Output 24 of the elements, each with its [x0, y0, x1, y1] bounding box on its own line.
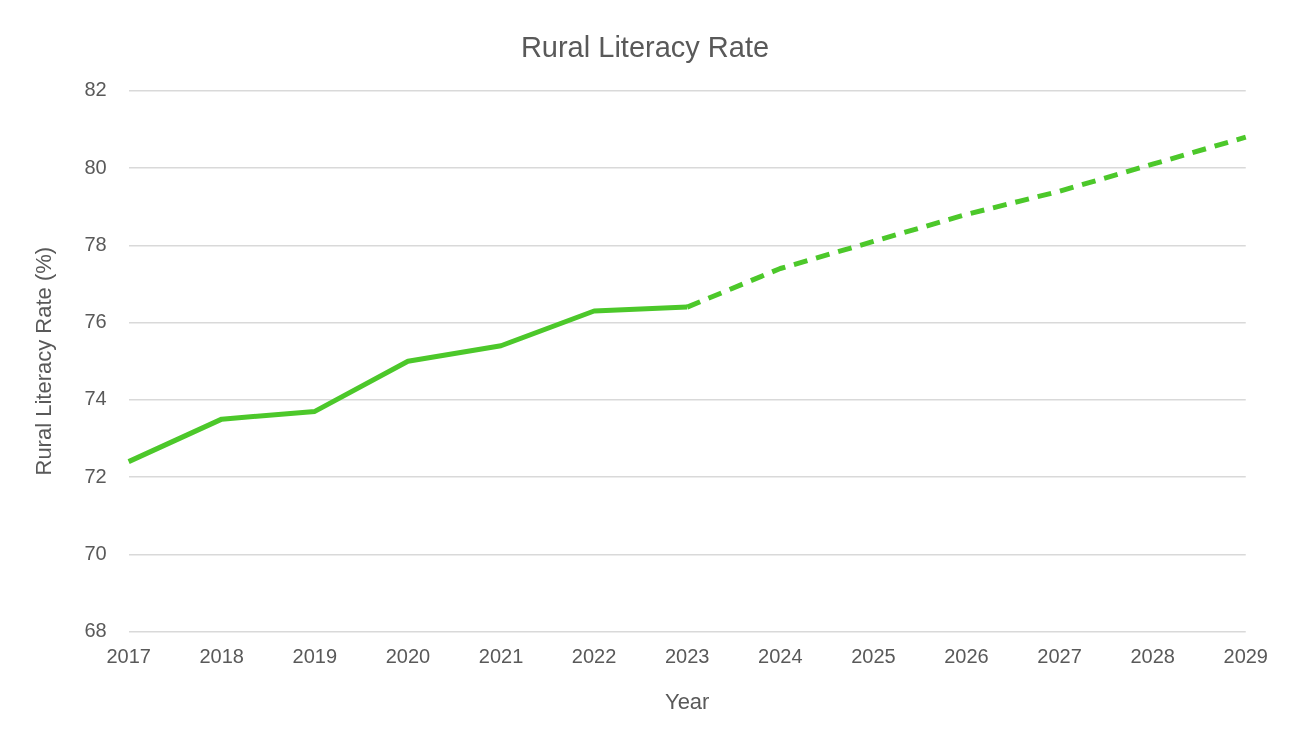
x-tick-label: 2022: [571, 645, 617, 668]
x-tick-label: 2029: [1223, 645, 1268, 668]
y-tick-label: 72: [84, 464, 107, 487]
y-tick-label: 78: [84, 232, 107, 255]
x-tick-label: 2017: [106, 645, 151, 668]
x-tick-label: 2018: [199, 645, 244, 668]
y-tick-label: 80: [84, 155, 107, 178]
y-tick-label: 76: [84, 310, 107, 333]
x-tick-label: 2020: [385, 645, 431, 668]
y-tick-label: 74: [84, 387, 107, 410]
chart-title: Rural Literacy Rate: [520, 31, 770, 64]
x-tick-label: 2021: [478, 645, 524, 668]
x-tick-label: 2025: [851, 645, 896, 668]
y-tick-label: 70: [84, 541, 107, 564]
x-axis-title: Year: [664, 688, 710, 714]
x-tick-label: 2028: [1130, 645, 1175, 668]
x-tick-label: 2023: [664, 645, 710, 668]
y-tick-label: 68: [84, 619, 107, 642]
x-tick-label: 2019: [292, 645, 338, 668]
y-tick-label: 82: [84, 78, 107, 101]
x-tick-label: 2026: [944, 645, 989, 668]
x-tick-label: 2024: [758, 645, 803, 668]
x-tick-label: 2027: [1037, 645, 1082, 668]
y-axis-title: Rural Literacy Rate (%): [31, 246, 57, 476]
